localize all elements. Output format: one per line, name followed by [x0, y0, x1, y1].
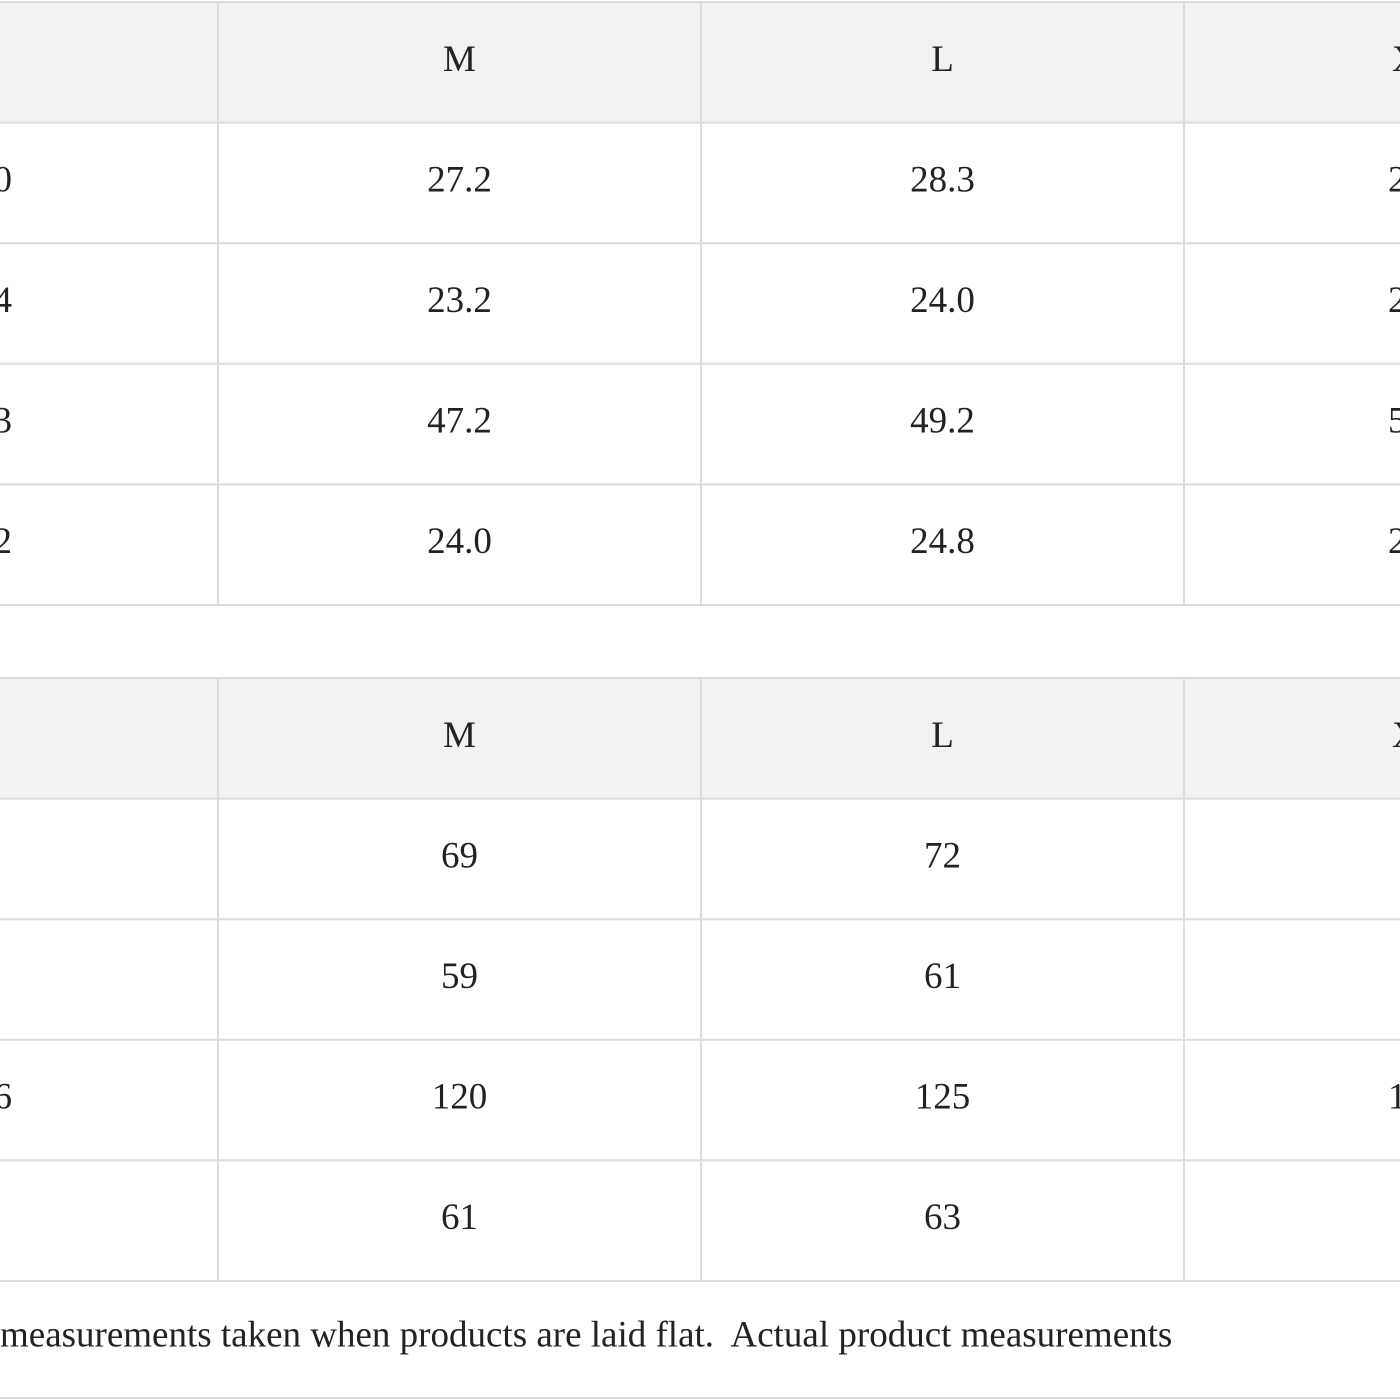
header-cell: X [1392, 39, 1400, 80]
footnote: measurements taken when products are lai… [0, 1314, 1172, 1355]
cell: 3 [0, 401, 12, 442]
cell: 61 [441, 1197, 478, 1238]
cell: 24.8 [910, 521, 975, 562]
header-cell: M [443, 715, 476, 756]
header-cell: L [931, 39, 954, 80]
header-cell: X [1392, 715, 1400, 756]
cell: 120 [432, 1077, 488, 1118]
cell: 2 [0, 521, 12, 562]
cell: 125 [915, 1077, 971, 1118]
header-cell: M [443, 39, 476, 80]
cell: 59 [441, 956, 478, 997]
cell: 24.0 [910, 280, 975, 321]
header-cell: L [931, 715, 954, 756]
cell: 24.0 [427, 521, 492, 562]
cell: 28.3 [910, 159, 975, 200]
cell: 23.2 [427, 280, 492, 321]
cell: 49.2 [910, 401, 975, 442]
cell: 72 [924, 835, 961, 876]
cell: 63 [924, 1197, 961, 1238]
cell: 5 [1388, 401, 1400, 442]
cell: 2 [1388, 521, 1400, 562]
cell: 0 [0, 159, 12, 200]
cell: 1 [1388, 1077, 1400, 1118]
cell: 69 [441, 835, 478, 876]
cell: 61 [924, 956, 961, 997]
cell: 27.2 [427, 159, 492, 200]
cell: 4 [0, 280, 12, 321]
cell: 2 [1388, 159, 1400, 200]
cell: 6 [0, 1077, 12, 1118]
cell: 47.2 [427, 401, 492, 442]
cell: 2 [1388, 280, 1400, 321]
